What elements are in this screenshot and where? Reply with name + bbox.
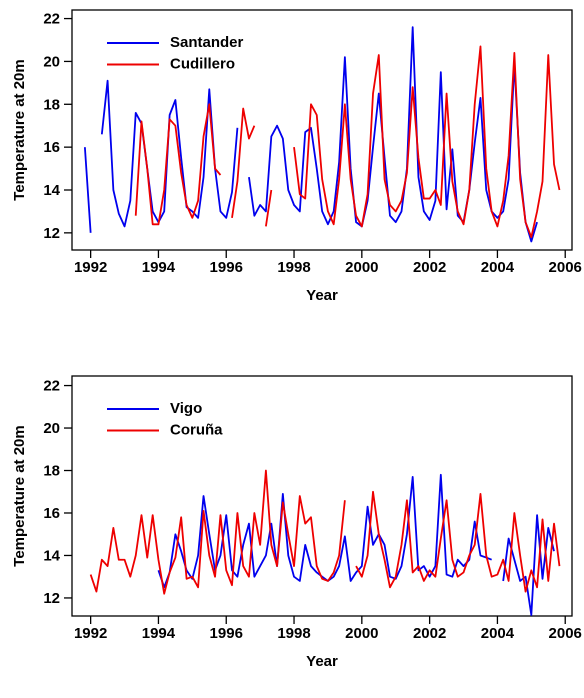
x-tick-label: 1992 <box>74 259 107 276</box>
legend-label: Vigo <box>170 400 202 417</box>
y-tick-label: 22 <box>43 378 60 395</box>
x-axis-label: Year <box>306 287 338 304</box>
x-tick-label: 2002 <box>413 625 446 642</box>
y-tick-label: 12 <box>43 590 60 607</box>
x-tick-label: 1998 <box>277 625 310 642</box>
x-tick-label: 2004 <box>481 625 515 642</box>
x-tick-label: 2004 <box>481 259 515 276</box>
plot-frame <box>71 375 573 617</box>
legend-label: Santander <box>170 34 244 51</box>
y-tick-label: 20 <box>43 420 60 437</box>
x-tick-label: 2000 <box>345 625 378 642</box>
y-tick-label: 22 <box>43 11 60 28</box>
legend-label: Coruña <box>170 421 223 438</box>
series-line <box>134 45 561 239</box>
x-tick-label: 2002 <box>413 259 446 276</box>
y-axis-label: Temperature at 20m <box>11 59 28 200</box>
x-tick-label: 1992 <box>74 625 107 642</box>
x-tick-label: 1998 <box>277 259 310 276</box>
y-tick-label: 16 <box>43 139 60 156</box>
y-tick-label: 14 <box>43 547 60 564</box>
series-line <box>89 469 561 595</box>
x-tick-label: 1996 <box>210 259 243 276</box>
y-tick-label: 14 <box>43 182 60 199</box>
y-tick-label: 18 <box>43 96 60 113</box>
x-tick-label: 1996 <box>210 625 243 642</box>
y-tick-label: 18 <box>43 462 60 479</box>
legend-label: Cudillero <box>170 55 235 72</box>
x-tick-label: 2006 <box>549 259 582 276</box>
y-axis-label: Temperature at 20m <box>11 425 28 566</box>
series-line <box>83 26 538 243</box>
x-tick-label: 2000 <box>345 259 378 276</box>
x-tick-label: 1994 <box>142 625 176 642</box>
y-tick-label: 20 <box>43 53 60 70</box>
plot-frame <box>71 9 573 251</box>
y-tick-label: 16 <box>43 505 60 522</box>
x-tick-label: 2006 <box>549 625 582 642</box>
y-tick-label: 12 <box>43 225 60 242</box>
x-axis-label: Year <box>306 653 338 670</box>
x-tick-label: 1994 <box>142 259 176 276</box>
